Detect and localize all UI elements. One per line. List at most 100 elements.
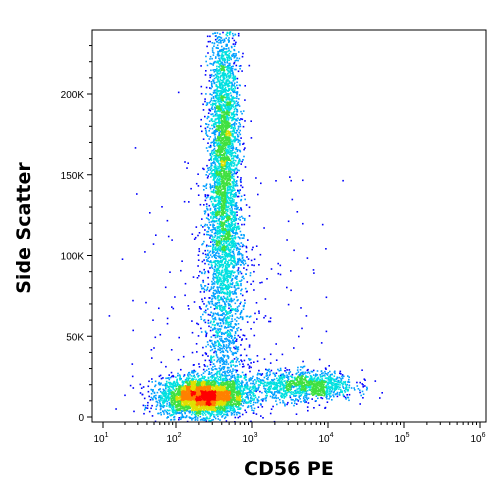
data-point (214, 257, 217, 259)
data-point (220, 271, 223, 274)
data-point (223, 184, 225, 187)
data-point (210, 383, 213, 386)
data-point (242, 398, 244, 400)
data-point (157, 412, 159, 415)
data-point (240, 163, 242, 165)
data-point (212, 387, 214, 389)
data-point (226, 402, 228, 405)
data-point (229, 409, 232, 412)
data-point (222, 79, 225, 81)
data-point (192, 398, 195, 401)
data-point (193, 388, 195, 391)
data-point (269, 412, 272, 415)
data-point (179, 392, 181, 394)
data-point (165, 398, 168, 400)
data-point (199, 397, 202, 400)
data-point (224, 284, 227, 286)
data-point (230, 392, 233, 394)
data-point (160, 404, 162, 406)
data-point (214, 388, 217, 390)
data-point (208, 372, 211, 374)
data-point (230, 89, 233, 91)
data-point (211, 250, 214, 253)
data-point (169, 409, 171, 412)
data-point (139, 383, 142, 386)
data-point (250, 120, 252, 122)
data-point (249, 394, 251, 396)
data-point (189, 398, 192, 400)
data-point (191, 391, 194, 394)
data-point (195, 386, 198, 388)
data-point (237, 154, 239, 157)
data-point (231, 407, 233, 410)
data-point (226, 155, 228, 157)
data-point (220, 134, 223, 136)
data-point (200, 387, 202, 390)
data-point (152, 398, 154, 401)
data-point (217, 407, 220, 410)
data-point (175, 404, 178, 406)
data-point (177, 372, 179, 375)
data-point (156, 404, 159, 406)
data-point (198, 393, 200, 396)
data-point (190, 399, 193, 401)
data-point (253, 395, 255, 397)
data-point (215, 410, 218, 412)
data-point (215, 209, 217, 211)
data-point (208, 80, 211, 82)
data-point (178, 417, 180, 419)
data-point (230, 387, 232, 390)
data-point (233, 201, 235, 203)
data-point (184, 395, 186, 398)
data-point (211, 408, 213, 411)
data-point (235, 399, 238, 401)
data-point (220, 261, 223, 264)
data-point (219, 177, 221, 180)
data-point (190, 413, 193, 416)
data-point (172, 392, 174, 394)
data-point (227, 121, 229, 123)
data-point (221, 134, 223, 136)
data-point (231, 54, 233, 57)
data-point (179, 408, 181, 411)
data-point (232, 73, 235, 76)
data-point (187, 375, 190, 378)
data-point (203, 381, 206, 383)
data-point (207, 394, 210, 397)
data-point (218, 119, 221, 121)
data-point (175, 405, 177, 407)
data-point (184, 386, 187, 388)
data-point (176, 383, 179, 386)
data-point (219, 392, 222, 395)
data-point (232, 91, 235, 94)
data-point (230, 69, 232, 72)
data-point (200, 403, 203, 405)
data-point (160, 399, 162, 402)
data-point (172, 374, 174, 377)
data-point (168, 412, 171, 415)
data-point (223, 150, 226, 152)
data-point (174, 410, 177, 413)
data-point (175, 393, 178, 395)
data-point (220, 189, 222, 192)
data-point (159, 374, 162, 377)
data-point (164, 391, 167, 394)
data-point (153, 396, 155, 398)
data-point (202, 392, 205, 394)
data-point (158, 401, 161, 403)
data-point (172, 413, 175, 416)
data-point (191, 381, 194, 384)
data-point (221, 192, 224, 194)
data-point (180, 396, 182, 398)
data-point (218, 98, 220, 100)
data-point (187, 379, 190, 382)
data-point (208, 419, 210, 422)
data-point (217, 382, 220, 384)
data-point (242, 404, 244, 407)
data-point (163, 392, 166, 395)
data-point (186, 396, 188, 399)
data-point (177, 405, 180, 408)
data-point (182, 401, 185, 404)
data-point (222, 51, 224, 54)
data-point (241, 118, 244, 121)
